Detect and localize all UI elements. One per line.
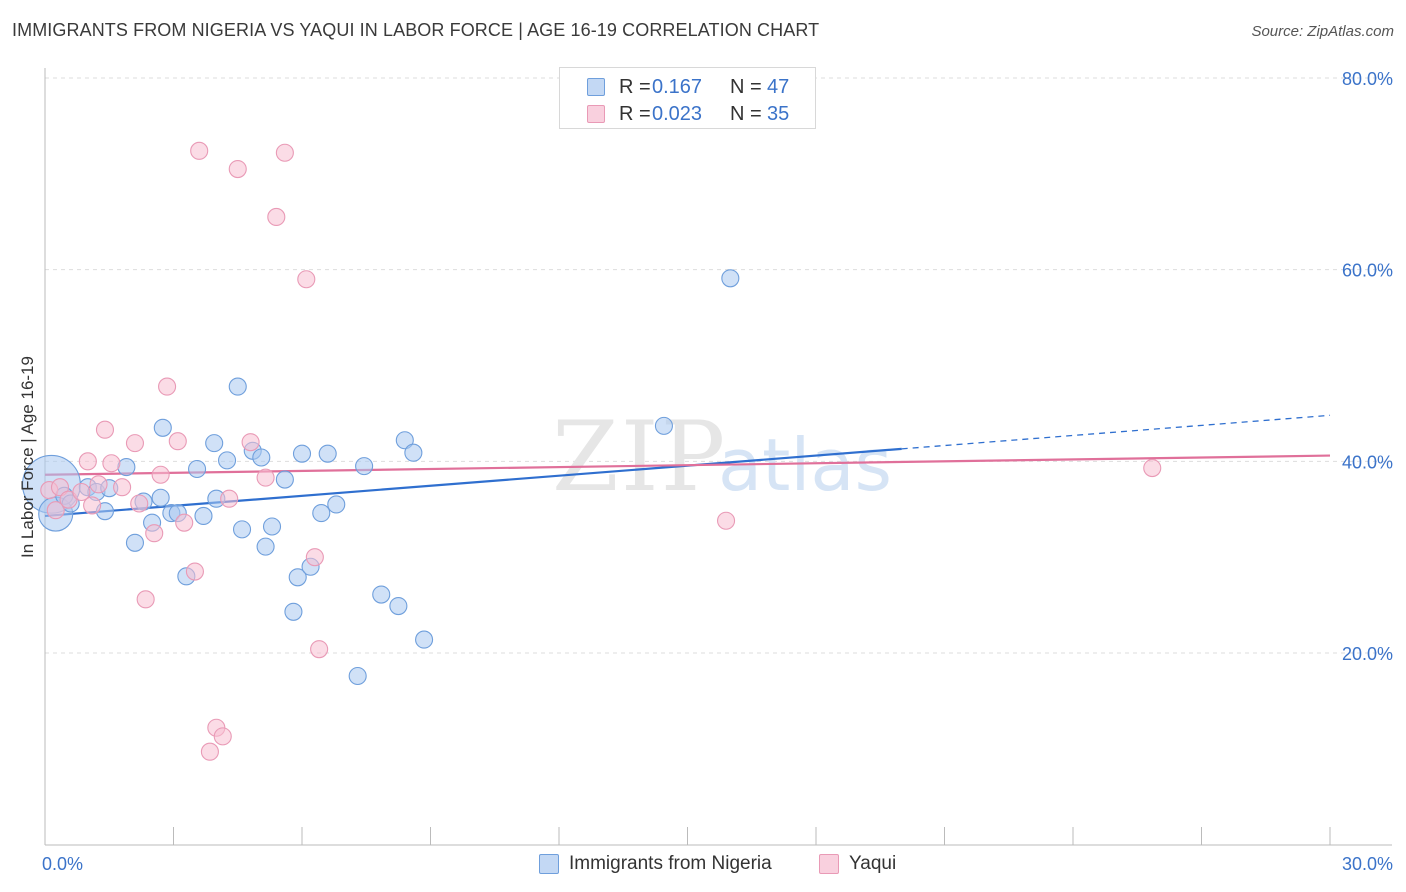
series-swatch-blue	[539, 854, 559, 874]
yaqui-point	[297, 270, 316, 289]
yaqui-point	[95, 420, 115, 439]
nigeria-point	[275, 470, 294, 489]
y-tick-label: 40.0%	[1342, 452, 1393, 472]
yaqui-point	[1143, 458, 1162, 478]
yaqui-point	[275, 143, 294, 162]
yaqui-point	[130, 494, 149, 513]
legend-row-yaqui: R = 0.023 N = 35	[560, 101, 815, 127]
yaqui-point	[89, 475, 108, 494]
yaqui-point	[158, 377, 177, 396]
yaqui-point	[220, 489, 239, 508]
y-tick-label: 60.0%	[1342, 261, 1393, 281]
yaqui-point	[136, 590, 155, 609]
yaqui-point	[190, 141, 209, 160]
nigeria-point	[348, 666, 367, 686]
watermark-zip: ZIP	[552, 401, 727, 513]
yaqui-point	[145, 524, 164, 543]
chart-title: IMMIGRANTS FROM NIGERIA VS YAQUI IN LABO…	[12, 20, 820, 40]
yaqui-point	[113, 478, 132, 497]
nigeria-point	[288, 568, 307, 587]
nigeria-point	[252, 448, 271, 467]
legend-r-value: 0.167	[652, 76, 703, 98]
nigeria-point	[256, 537, 275, 556]
nigeria-point	[327, 495, 346, 514]
yaqui-point	[241, 433, 260, 452]
nigeria-point	[188, 459, 207, 479]
yaqui-point	[50, 478, 70, 497]
legend-n-label: N =	[730, 76, 762, 98]
legend-swatch-blue	[587, 78, 605, 96]
grid-layer	[45, 77, 1392, 654]
tick-labels: 20.0% 40.0% 60.0% 80.0% 0.0% 30.0%	[42, 69, 1393, 874]
nigeria-point	[721, 269, 740, 288]
nigeria-point	[205, 434, 224, 453]
yaqui-point	[125, 434, 144, 453]
series-swatch-pink	[819, 854, 839, 874]
legend-n-label: N =	[730, 103, 762, 125]
nigeria-trend-line	[44, 447, 902, 518]
yaqui-point	[72, 482, 91, 502]
yaqui-point	[305, 548, 324, 567]
yaqui-point	[200, 742, 219, 761]
nigeria-point	[228, 377, 247, 396]
yaqui-point	[46, 501, 65, 520]
nigeria-point	[404, 443, 423, 462]
nigeria-point	[262, 517, 282, 536]
yaqui-point	[256, 468, 275, 487]
legend-row-nigeria: R = 0.167 N = 47	[560, 74, 815, 100]
source-credit: Source: ZipAtlas.com	[1251, 23, 1394, 40]
yaqui-point	[102, 454, 121, 473]
legend-n-value: 47	[767, 76, 790, 98]
y-tick-label: 20.0%	[1342, 644, 1393, 664]
yaqui-point	[151, 465, 170, 484]
yaqui-point	[716, 511, 736, 530]
legend-swatch-pink	[587, 105, 605, 123]
nigeria-point	[389, 596, 408, 616]
watermark: ZIP atlas	[552, 401, 892, 513]
legend-r-label: R =	[619, 103, 651, 125]
yaqui-point	[310, 640, 329, 659]
data-points	[21, 141, 1162, 761]
y-tick-label: 80.0%	[1342, 69, 1393, 89]
yaqui-point	[168, 432, 187, 451]
yaqui-point	[78, 452, 97, 471]
y-axis-label: In Labor Force | Age 16-19	[18, 356, 37, 558]
yaqui-point	[228, 159, 247, 179]
yaqui-point	[83, 496, 102, 515]
series-label: Yaqui	[849, 853, 897, 874]
legend-r-label: R =	[619, 76, 651, 98]
nigeria-point	[312, 504, 331, 523]
nigeria-point	[654, 416, 673, 435]
legend-n-value: 35	[767, 103, 790, 125]
correlation-legend: R = 0.167 N = 47 R = 0.023 N = 35	[559, 67, 816, 129]
nigeria-point	[355, 457, 374, 476]
legend-r-value: 0.023	[652, 103, 703, 125]
nigeria-point	[395, 431, 414, 450]
nigeria-trend-extension	[901, 414, 1331, 450]
yaqui-point	[175, 513, 194, 532]
nigeria-point	[318, 444, 337, 463]
nigeria-point	[117, 458, 136, 477]
nigeria-point	[232, 520, 252, 539]
nigeria-point	[125, 533, 144, 552]
yaqui-point	[267, 207, 286, 227]
series-label: Immigrants from Nigeria	[569, 853, 772, 874]
nigeria-point	[153, 418, 172, 437]
nigeria-point	[194, 506, 213, 526]
x-tick-label: 30.0%	[1342, 854, 1393, 874]
nigeria-point	[217, 451, 237, 470]
nigeria-point	[415, 630, 434, 649]
yaqui-point	[213, 727, 232, 746]
yaqui-point	[185, 562, 204, 581]
nigeria-point	[372, 585, 391, 604]
nigeria-point	[292, 444, 312, 463]
nigeria-point	[284, 602, 303, 621]
x-tick-label: 0.0%	[42, 854, 83, 874]
nigeria-point	[151, 488, 170, 507]
